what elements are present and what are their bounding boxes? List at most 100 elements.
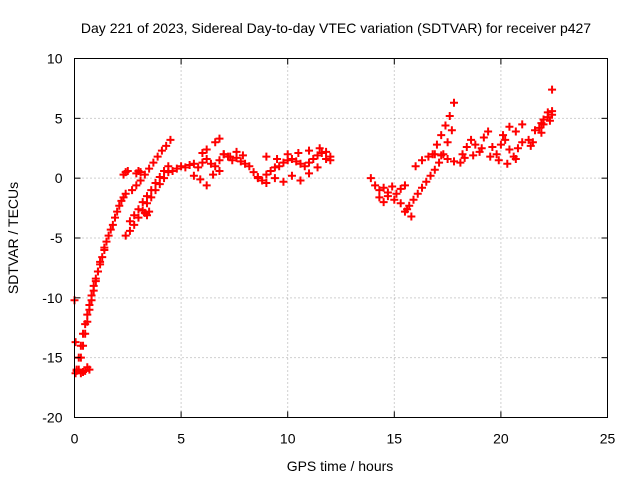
data-point (539, 120, 548, 129)
data-point (121, 189, 130, 198)
series-rise-15-18h (400, 126, 456, 216)
data-point (85, 365, 94, 374)
data-point (130, 220, 139, 229)
data-point (375, 186, 384, 195)
data-point (494, 156, 503, 165)
data-point (511, 127, 520, 136)
data-point (145, 207, 154, 216)
series-plateau-8-12h-lower (253, 155, 331, 187)
data-point (206, 159, 215, 168)
data-point (111, 213, 120, 222)
y-tick-label: -10 (42, 290, 62, 306)
data-point (266, 166, 275, 175)
data-point (511, 155, 520, 164)
data-point (219, 150, 228, 159)
series-mid-rise-b (125, 162, 173, 226)
data-point (460, 153, 469, 162)
data-point (449, 157, 458, 166)
data-point (418, 156, 427, 165)
data-point (326, 156, 335, 165)
data-point (162, 141, 171, 150)
grid (74, 58, 608, 418)
data-point (211, 138, 220, 147)
data-point (189, 171, 198, 180)
data-point (400, 207, 409, 216)
data-point (456, 158, 465, 167)
data-point (253, 172, 262, 181)
data-point (407, 212, 416, 221)
data-point (157, 146, 166, 155)
data-point (132, 181, 141, 190)
series-low-cluster (71, 363, 94, 378)
data-point (198, 158, 207, 167)
plot-frame (74, 58, 608, 418)
series-late-lower (526, 116, 554, 150)
data-point (484, 127, 493, 136)
data-point (437, 151, 446, 160)
data-point (309, 155, 318, 164)
data-point (499, 131, 508, 140)
data-point (305, 169, 314, 178)
data-point (313, 163, 322, 172)
series-isolated-early (70, 296, 80, 347)
data-point (467, 135, 476, 144)
data-point (136, 168, 145, 177)
data-point (258, 176, 267, 185)
data-point (296, 159, 305, 168)
data-point (388, 182, 397, 191)
data-point (177, 162, 186, 171)
data-point (211, 162, 220, 171)
data-point (134, 213, 143, 222)
y-tick-label: 5 (55, 110, 63, 126)
series-late-upper (535, 85, 557, 132)
series-steep-rise-b (76, 257, 105, 362)
data-point (275, 162, 284, 171)
series-rise-17-18h-upper (428, 98, 458, 159)
data-point (153, 152, 162, 161)
data-point (125, 217, 134, 226)
data-point (79, 341, 88, 350)
series-plateau-8-12h-upper (262, 144, 335, 165)
data-point (317, 149, 326, 158)
data-point (432, 140, 441, 149)
data-point (71, 338, 80, 347)
data-point (392, 189, 401, 198)
data-point (93, 267, 102, 276)
data-point (138, 198, 147, 207)
data-point (445, 111, 454, 120)
data-point (296, 176, 305, 185)
axis-ticks: 0 5 10 15 20 25 10 5 0 -5 -10 -15 -20 (42, 51, 615, 447)
data-point (96, 257, 105, 266)
data-point (322, 147, 331, 156)
data-point (226, 152, 235, 161)
data-point (172, 164, 181, 173)
data-point (283, 150, 292, 159)
x-axis-title: GPS time / hours (287, 458, 394, 474)
data-point (443, 155, 452, 164)
data-point (405, 201, 414, 210)
data-point (305, 146, 314, 155)
data-point (548, 107, 557, 116)
data-point (134, 205, 143, 214)
data-point (287, 171, 296, 180)
x-tick-label: 10 (280, 431, 296, 447)
data-point (479, 133, 488, 142)
data-point (443, 138, 452, 147)
data-point (215, 134, 224, 143)
data-point (292, 157, 301, 166)
data-point (181, 163, 190, 172)
data-point (477, 144, 486, 153)
data-point (424, 152, 433, 161)
data-point (136, 176, 145, 185)
data-point (535, 123, 544, 132)
chart-title: Day 221 of 2023, Sidereal Day-to-day VTE… (81, 20, 591, 36)
data-point (140, 170, 149, 179)
data-point (294, 149, 303, 158)
data-point (196, 175, 205, 184)
data-point (488, 143, 497, 152)
data-point (202, 145, 211, 154)
data-point (102, 237, 111, 246)
data-point (98, 253, 107, 262)
data-point (168, 166, 177, 175)
y-axis-title: SDTVAR / TECUs (5, 182, 21, 294)
